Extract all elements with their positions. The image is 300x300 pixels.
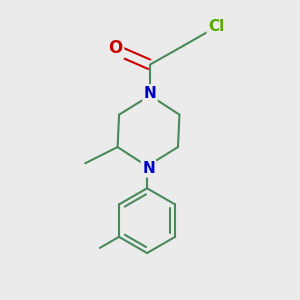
Text: N: N <box>144 86 156 101</box>
Text: O: O <box>108 39 123 57</box>
Text: N: N <box>142 161 155 176</box>
Text: Cl: Cl <box>208 19 224 34</box>
